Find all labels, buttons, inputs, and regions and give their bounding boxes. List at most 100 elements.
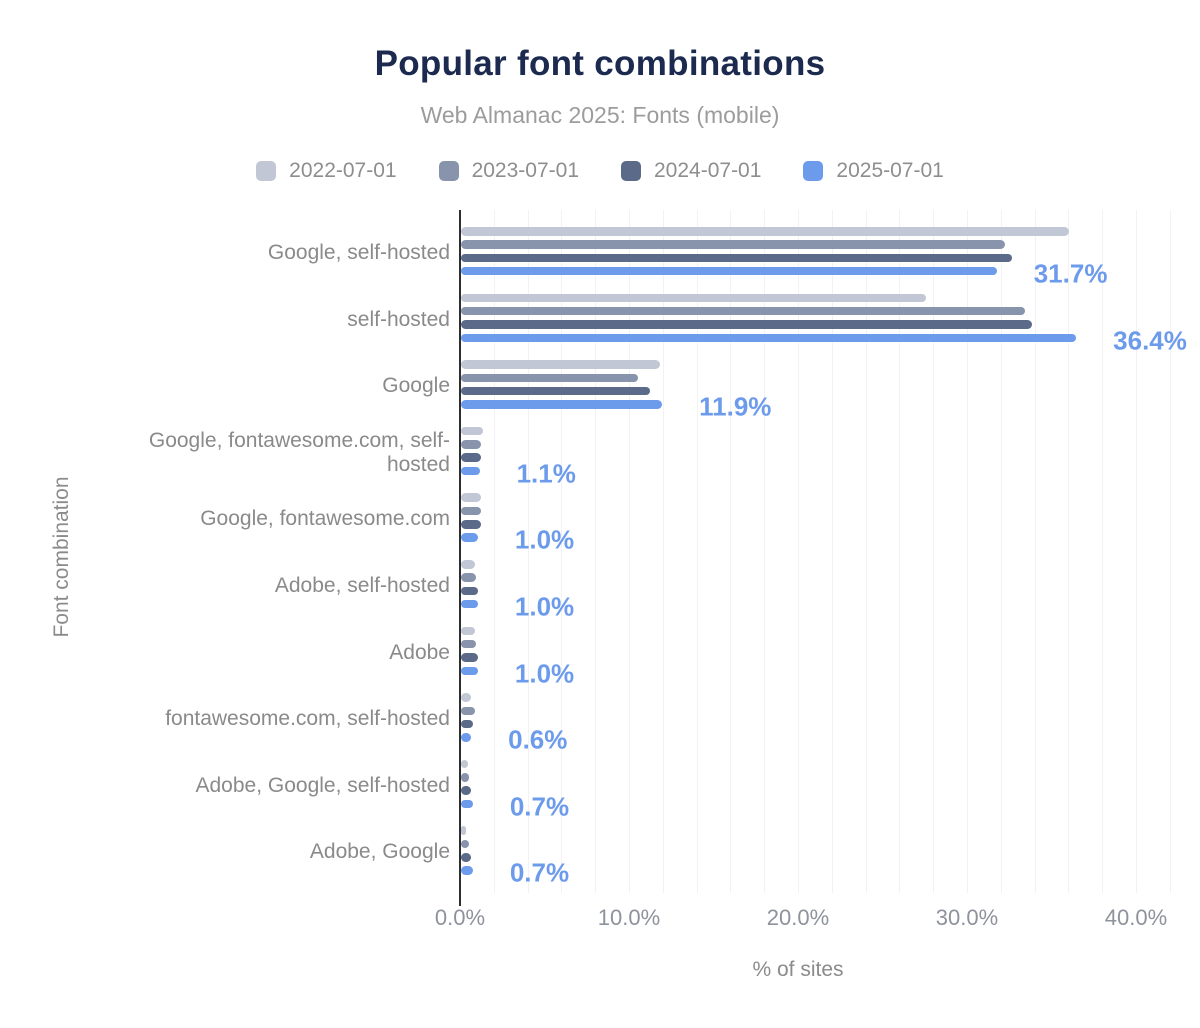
gridline bbox=[865, 210, 867, 893]
legend-swatch-icon bbox=[256, 161, 277, 181]
x-tick-label: 20.0% bbox=[766, 905, 830, 930]
legend-label: 2023-07-01 bbox=[471, 159, 579, 182]
value-label: 31.7% bbox=[1033, 258, 1108, 289]
x-tick-label: 10.0% bbox=[597, 905, 661, 930]
legend-item-2024-07-01: 2024-07-01 bbox=[621, 159, 761, 183]
bar-2024-07-01 bbox=[461, 386, 651, 396]
bar-2023-07-01 bbox=[461, 506, 482, 516]
bar-2024-07-01 bbox=[461, 586, 478, 596]
x-axis-title: % of sites bbox=[752, 958, 844, 981]
x-tick-label: 40.0% bbox=[1104, 905, 1168, 930]
gridline bbox=[1034, 210, 1036, 893]
bar-2022-07-01 bbox=[461, 759, 468, 769]
bar-2024-07-01 bbox=[461, 320, 1033, 329]
value-label: 0.7% bbox=[509, 857, 570, 888]
bar-2025-07-01 bbox=[461, 599, 478, 609]
category-label: Google, self-hosted bbox=[267, 241, 450, 264]
gridline bbox=[831, 210, 833, 893]
value-label: 0.7% bbox=[509, 791, 570, 822]
bar-2024-07-01 bbox=[461, 719, 473, 729]
category-label: Adobe, Google, self-hosted bbox=[195, 773, 450, 797]
bar-2025-07-01 bbox=[461, 533, 478, 542]
bar-2025-07-01 bbox=[461, 266, 997, 276]
bar-2023-07-01 bbox=[461, 306, 1026, 316]
bar-2022-07-01 bbox=[461, 293, 926, 303]
value-label: 1.0% bbox=[514, 591, 575, 622]
bar-2022-07-01 bbox=[461, 693, 472, 702]
gridline bbox=[493, 210, 495, 893]
gridline bbox=[730, 210, 732, 893]
category-label: fontawesome.com, self-hosted bbox=[165, 707, 450, 731]
bar-2025-07-01 bbox=[461, 666, 478, 675]
bar-2022-07-01 bbox=[461, 426, 483, 436]
gridline bbox=[933, 210, 935, 893]
bar-2024-07-01 bbox=[461, 253, 1012, 263]
legend-label: 2025-07-01 bbox=[836, 159, 944, 182]
gridline bbox=[696, 210, 698, 893]
bar-2023-07-01 bbox=[461, 773, 470, 782]
gridline bbox=[595, 210, 597, 893]
legend-swatch-icon bbox=[438, 161, 459, 181]
gridline bbox=[527, 210, 529, 893]
chart-subtitle: Web Almanac 2025: Fonts (mobile) bbox=[420, 102, 780, 128]
plot-area bbox=[459, 210, 1172, 906]
legend-swatch-icon bbox=[621, 161, 641, 181]
bar-2022-07-01 bbox=[461, 227, 1070, 236]
bar-2022-07-01 bbox=[461, 493, 482, 502]
legend-swatch-icon bbox=[803, 161, 824, 181]
category-label: Adobe, self-hosted bbox=[274, 574, 450, 597]
x-tick-label: 30.0% bbox=[935, 905, 999, 930]
gridline bbox=[1102, 210, 1104, 893]
gridline bbox=[1000, 210, 1002, 893]
bar-2024-07-01 bbox=[461, 786, 472, 795]
gridline bbox=[798, 210, 799, 893]
category-label: Adobe bbox=[389, 640, 450, 664]
chart-title: Popular font combinations bbox=[374, 44, 826, 83]
x-tick-label: 0.0% bbox=[434, 905, 486, 930]
bar-2025-07-01 bbox=[461, 733, 472, 742]
bar-2025-07-01 bbox=[461, 799, 473, 809]
bar-2025-07-01 bbox=[461, 866, 473, 875]
bar-2024-07-01 bbox=[461, 520, 482, 529]
gridline bbox=[629, 210, 630, 893]
category-label: Google, fontawesome.com, self-hosted bbox=[148, 428, 450, 476]
bar-2023-07-01 bbox=[461, 440, 482, 449]
value-label: 1.0% bbox=[514, 524, 575, 555]
y-axis-baseline bbox=[459, 210, 461, 906]
value-label: 1.0% bbox=[514, 658, 575, 689]
gridline bbox=[662, 210, 664, 893]
legend-label: 2022-07-01 bbox=[289, 159, 397, 182]
gridline bbox=[764, 210, 766, 893]
bar-2025-07-01 bbox=[461, 466, 480, 476]
bar-2022-07-01 bbox=[461, 826, 467, 835]
category-label: Adobe, Google bbox=[309, 840, 450, 864]
bar-2023-07-01 bbox=[461, 639, 477, 649]
value-label: 11.9% bbox=[699, 391, 772, 422]
bar-2025-07-01 bbox=[461, 333, 1077, 342]
bar-2025-07-01 bbox=[461, 400, 663, 409]
bar-2024-07-01 bbox=[461, 653, 478, 662]
bar-2022-07-01 bbox=[461, 626, 475, 636]
bar-2024-07-01 bbox=[461, 853, 472, 862]
legend-item-2022-07-01: 2022-07-01 bbox=[256, 159, 397, 183]
y-axis-title: Font combination bbox=[50, 476, 73, 638]
gridline bbox=[561, 210, 563, 893]
bar-2023-07-01 bbox=[461, 373, 639, 382]
category-label: Google, fontawesome.com bbox=[200, 507, 450, 531]
category-label: Google bbox=[382, 374, 450, 398]
gridline bbox=[1169, 210, 1171, 893]
bar-2023-07-01 bbox=[461, 573, 477, 582]
bar-2023-07-01 bbox=[461, 240, 1006, 249]
legend-item-2023-07-01: 2023-07-01 bbox=[438, 159, 579, 183]
gridline bbox=[967, 210, 968, 893]
value-label: 36.4% bbox=[1113, 325, 1187, 356]
legend-label: 2024-07-01 bbox=[654, 159, 762, 182]
category-label: self-hosted bbox=[347, 307, 450, 331]
gridline bbox=[1136, 210, 1137, 893]
bar-2024-07-01 bbox=[461, 453, 482, 462]
value-label: 0.6% bbox=[508, 724, 568, 755]
gridline bbox=[899, 210, 901, 893]
legend: 2022-07-01 2023-07-01 2024-07-01 2025-07-01 bbox=[0, 159, 1200, 183]
bar-2022-07-01 bbox=[461, 360, 661, 369]
bar-2023-07-01 bbox=[461, 706, 475, 715]
